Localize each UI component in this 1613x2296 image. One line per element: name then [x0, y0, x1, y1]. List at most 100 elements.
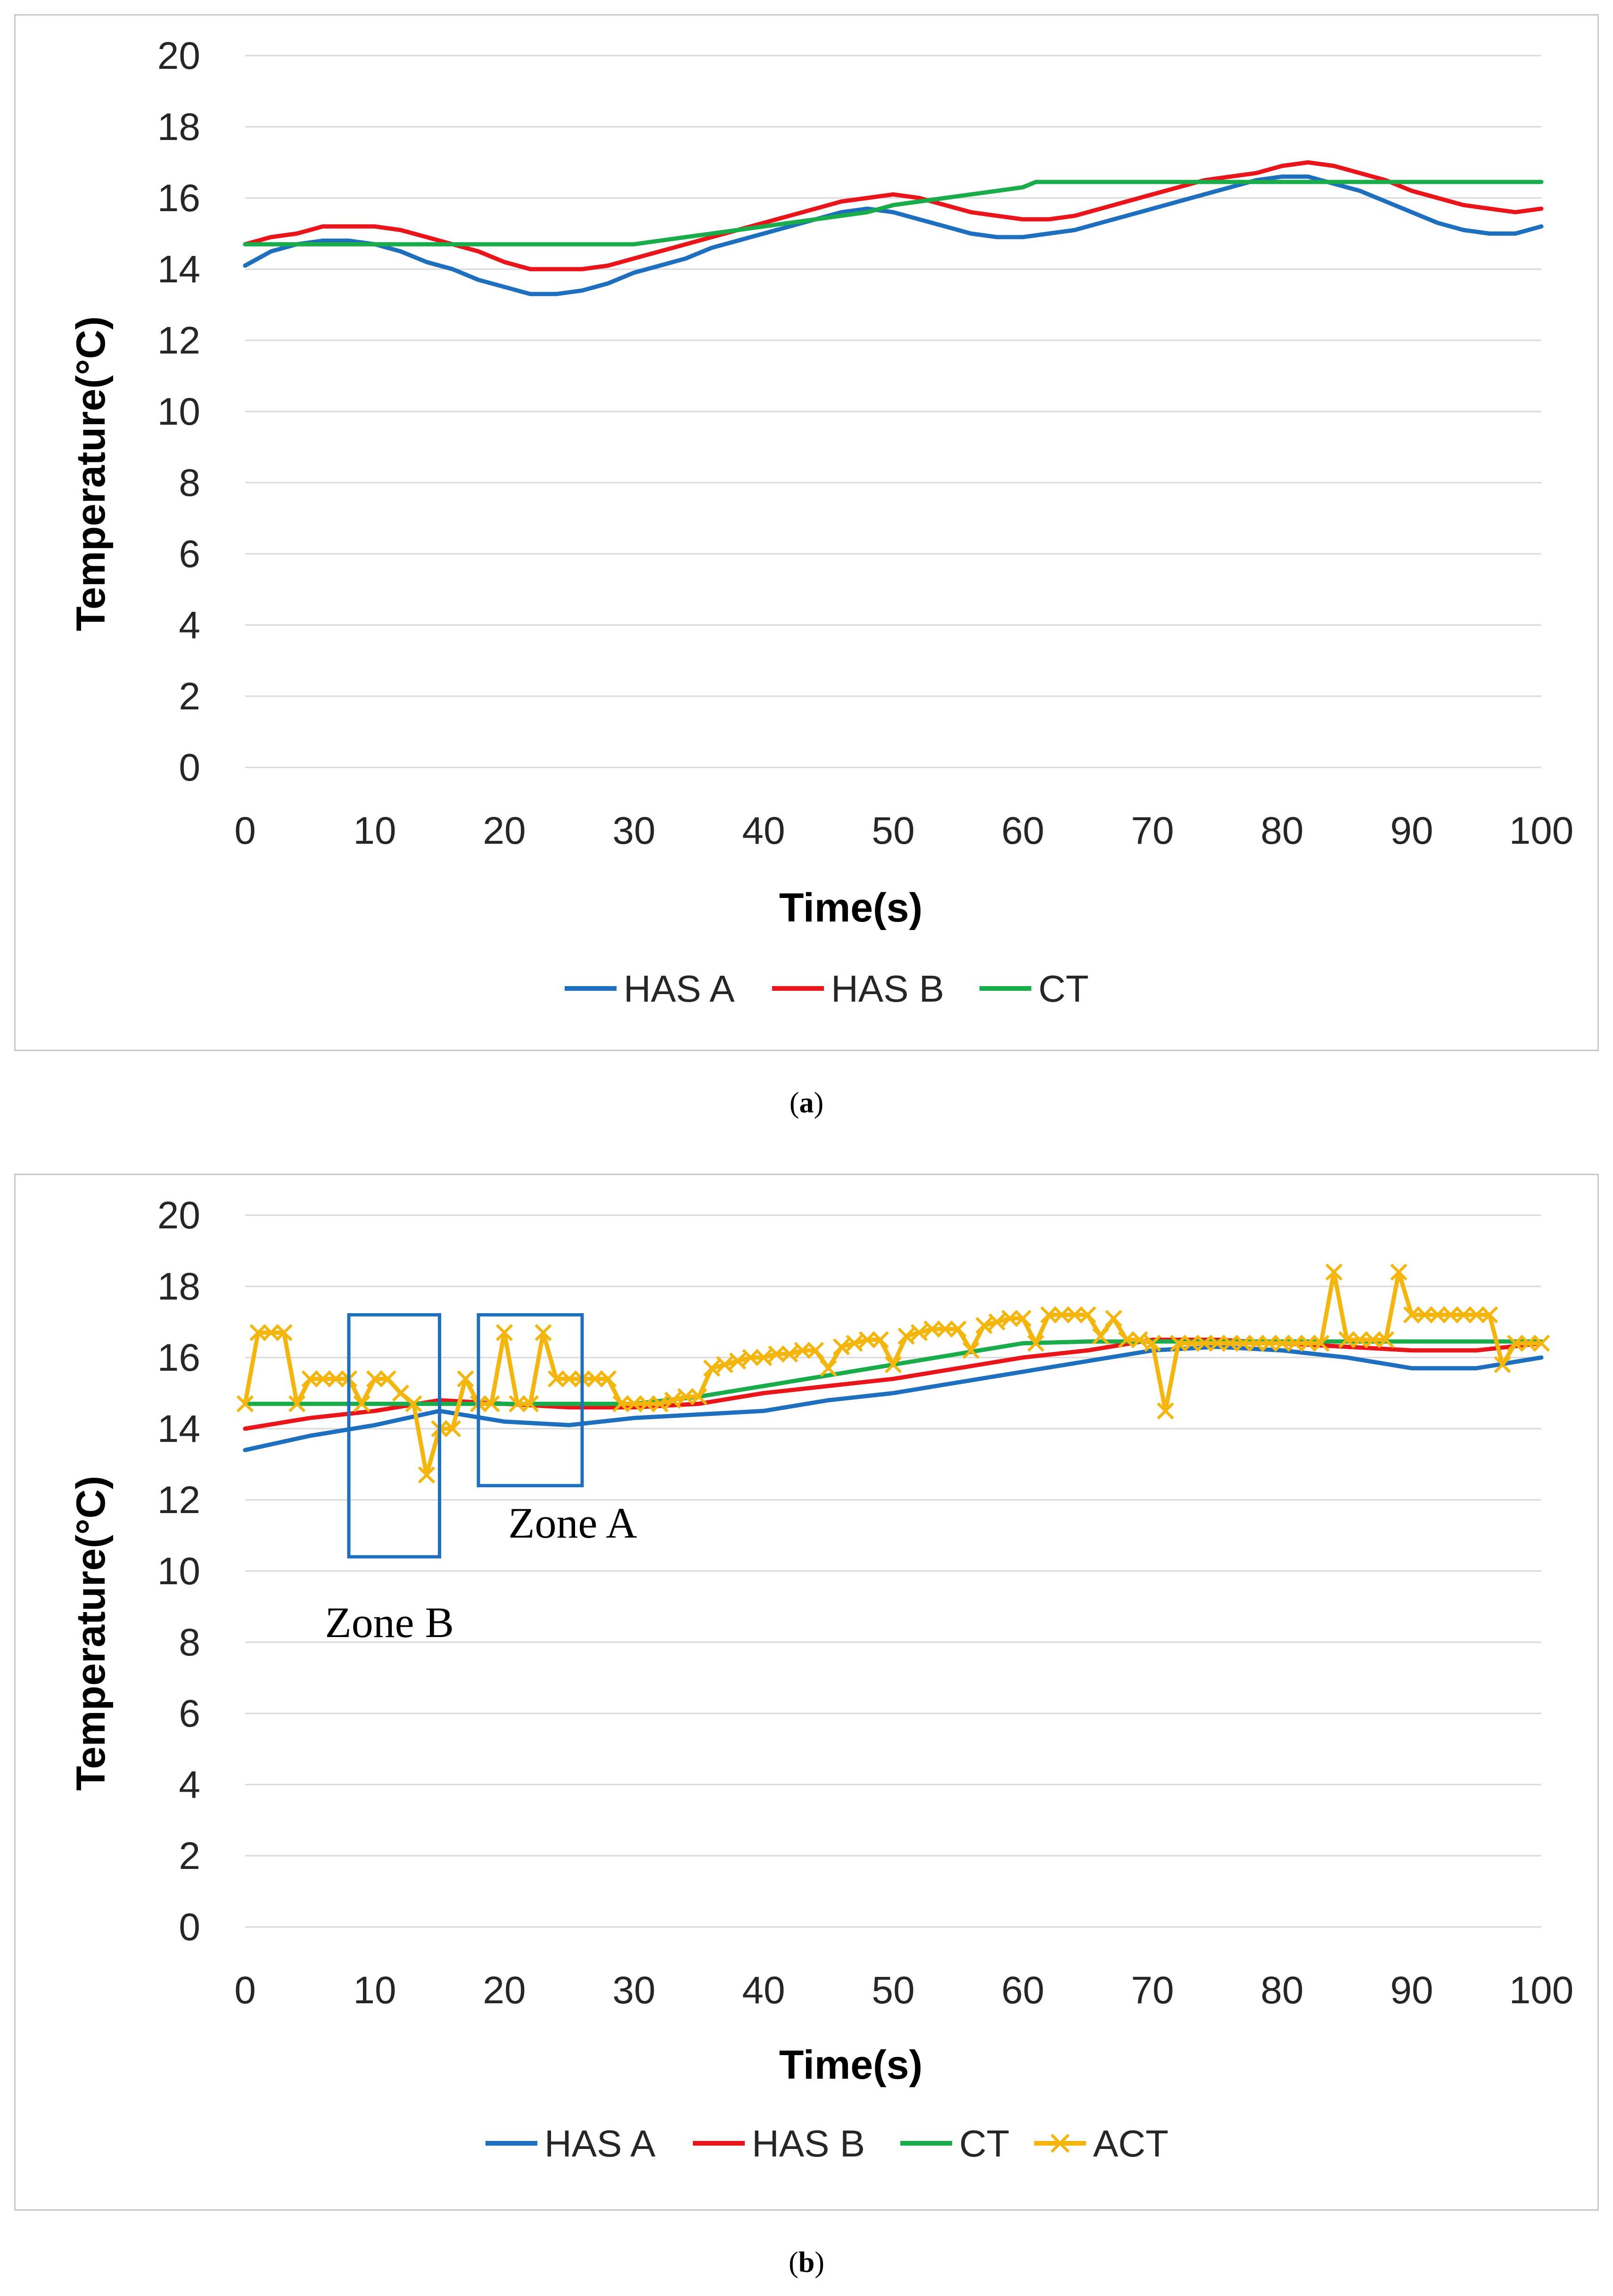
- x-tick-label: 20: [483, 809, 526, 852]
- act-marker: [1364, 1331, 1382, 1349]
- act-marker: [1455, 1306, 1473, 1324]
- y-tick-label: 6: [179, 1692, 200, 1735]
- x-tick-label: 90: [1390, 1969, 1433, 2012]
- act-marker: [1027, 1334, 1045, 1352]
- y-tick-label: 10: [157, 390, 200, 433]
- y-tick-label: 2: [179, 1835, 200, 1877]
- act-marker: [405, 1395, 422, 1413]
- y-tick-label: 18: [157, 1265, 200, 1308]
- act-marker: [703, 1359, 721, 1377]
- act-marker: [638, 1395, 656, 1413]
- y-tick-label: 0: [179, 746, 200, 789]
- act-marker: [1273, 1334, 1291, 1352]
- act-marker: [962, 1341, 980, 1359]
- act-marker: [1131, 1331, 1148, 1349]
- zone-annotations-b: Zone B Zone A: [325, 1313, 637, 1646]
- act-marker: [794, 1341, 811, 1359]
- legend-item-ct: CT: [979, 968, 1089, 1010]
- chart-panel-b: 0 2 4 6 8 10 12 14 16 18 20 0 10 20 30 40 50 60 70 80 90 100…: [68, 1194, 1573, 2164]
- gridlines-a: [245, 55, 1541, 768]
- y-tick-label: 14: [157, 1407, 200, 1450]
- x-tick-label: 50: [872, 809, 914, 852]
- act-marker: [535, 1324, 552, 1341]
- act-marker: [236, 1395, 254, 1413]
- act-marker: [1325, 1263, 1343, 1281]
- x-axis-title-a: Time(s): [779, 885, 922, 930]
- act-marker: [1209, 1334, 1226, 1352]
- act-marker: [1494, 1356, 1511, 1374]
- act-marker: [495, 1324, 513, 1341]
- x-tick-label: 30: [612, 1969, 655, 2012]
- x-tick-labels-b: 0 10 20 30 40 50 60 70 80 90 100: [234, 1969, 1573, 2012]
- x-tick-label: 40: [742, 1969, 785, 2012]
- y-tick-label: 16: [157, 1336, 200, 1379]
- act-marker: [1520, 1334, 1537, 1352]
- act-marker: [1403, 1306, 1421, 1324]
- caption-b: (b): [789, 2247, 824, 2279]
- y-tick-label: 14: [157, 248, 200, 291]
- act-marker: [1040, 1306, 1058, 1324]
- x-tick-labels-a: 0 10 20 30 40 50 60 70 80 90 100: [234, 809, 1573, 852]
- legend-item-ct: CT: [900, 2123, 1010, 2164]
- series-lines-b: [236, 1263, 1550, 1484]
- act-marker: [910, 1324, 928, 1341]
- act-marker: [872, 1331, 889, 1349]
- act-marker: [846, 1334, 863, 1352]
- x-tick-label: 30: [612, 809, 655, 852]
- legend-item-has-a: HAS A: [565, 968, 735, 1010]
- act-marker: [651, 1395, 669, 1413]
- act-marker: [314, 1370, 332, 1388]
- gridlines-b: [245, 1214, 1541, 1928]
- act-marker: [483, 1395, 500, 1413]
- act-marker: [768, 1345, 785, 1363]
- act-marker: [1144, 1334, 1161, 1352]
- x-tick-label: 40: [742, 809, 785, 852]
- act-marker: [1053, 1306, 1070, 1324]
- x-tick-label: 0: [234, 1969, 256, 2012]
- act-marker: [560, 1370, 578, 1388]
- act-marker: [1429, 1306, 1447, 1324]
- act-marker: [275, 1324, 293, 1341]
- act-marker: [1442, 1306, 1459, 1324]
- act-marker: [444, 1420, 461, 1438]
- act-marker: [1157, 1402, 1174, 1420]
- act-marker: [1234, 1334, 1252, 1352]
- act-marker: [729, 1352, 747, 1370]
- act-marker: [625, 1395, 643, 1413]
- act-marker: [1338, 1331, 1356, 1349]
- act-marker: [1118, 1331, 1136, 1349]
- x-tick-label: 60: [1001, 809, 1044, 852]
- x-tick-label: 80: [1260, 1969, 1303, 2012]
- act-marker: [1195, 1334, 1213, 1352]
- legend-item-has-b: HAS B: [693, 2123, 865, 2164]
- x-tick-label: 60: [1001, 1969, 1044, 2012]
- act-marker: [521, 1395, 539, 1413]
- act-marker: [301, 1370, 319, 1388]
- x-tick-label: 10: [353, 1969, 396, 2012]
- act-marker: [988, 1313, 1006, 1331]
- act-marker: [1532, 1334, 1550, 1352]
- x-tick-label: 0: [234, 809, 256, 852]
- act-marker: [599, 1370, 617, 1388]
- act-marker: [586, 1370, 604, 1388]
- caption-b-letter: b: [798, 2247, 815, 2279]
- legend-label: ACT: [1093, 2123, 1169, 2164]
- zone-box-zone-a: [477, 1313, 584, 1488]
- act-marker: [547, 1370, 565, 1388]
- x-tick-label: 100: [1509, 809, 1574, 852]
- x-tick-label: 20: [483, 1969, 526, 2012]
- act-marker: [1299, 1334, 1317, 1352]
- y-tick-labels-b: 0 2 4 6 8 10 12 14 16 18 20: [157, 1194, 200, 1949]
- act-marker: [1092, 1327, 1110, 1345]
- zone-label: Zone B: [325, 1598, 454, 1646]
- y-tick-label: 0: [179, 1906, 200, 1949]
- act-marker: [1260, 1334, 1278, 1352]
- act-marker: [1481, 1306, 1498, 1324]
- x-tick-label: 80: [1260, 809, 1303, 852]
- act-marker: [366, 1370, 384, 1388]
- y-tick-label: 10: [157, 1550, 200, 1593]
- y-tick-label: 20: [157, 34, 200, 77]
- legend-label: HAS A: [544, 2123, 656, 2164]
- act-marker: [884, 1356, 902, 1374]
- act-marker: [1468, 1306, 1485, 1324]
